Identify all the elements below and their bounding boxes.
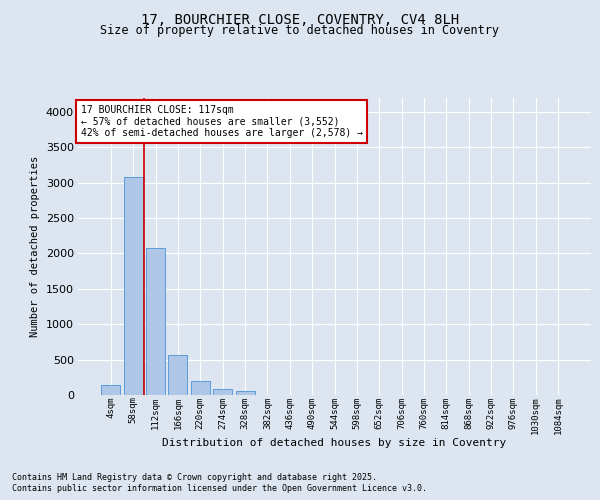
Text: Contains public sector information licensed under the Open Government Licence v3: Contains public sector information licen… [12,484,427,493]
Bar [169,356,187,395]
Text: Size of property relative to detached houses in Coventry: Size of property relative to detached ho… [101,24,499,37]
Bar [236,391,254,395]
Bar [101,385,121,395]
Text: Contains HM Land Registry data © Crown copyright and database right 2025.: Contains HM Land Registry data © Crown c… [12,472,377,482]
Bar [191,381,210,395]
X-axis label: Distribution of detached houses by size in Coventry: Distribution of detached houses by size … [163,438,506,448]
Bar [124,177,143,395]
Text: 17 BOURCHIER CLOSE: 117sqm
← 57% of detached houses are smaller (3,552)
42% of s: 17 BOURCHIER CLOSE: 117sqm ← 57% of deta… [80,105,362,138]
Text: 17, BOURCHIER CLOSE, COVENTRY, CV4 8LH: 17, BOURCHIER CLOSE, COVENTRY, CV4 8LH [141,12,459,26]
Bar [213,390,232,395]
Bar [146,248,165,395]
Y-axis label: Number of detached properties: Number of detached properties [30,156,40,337]
